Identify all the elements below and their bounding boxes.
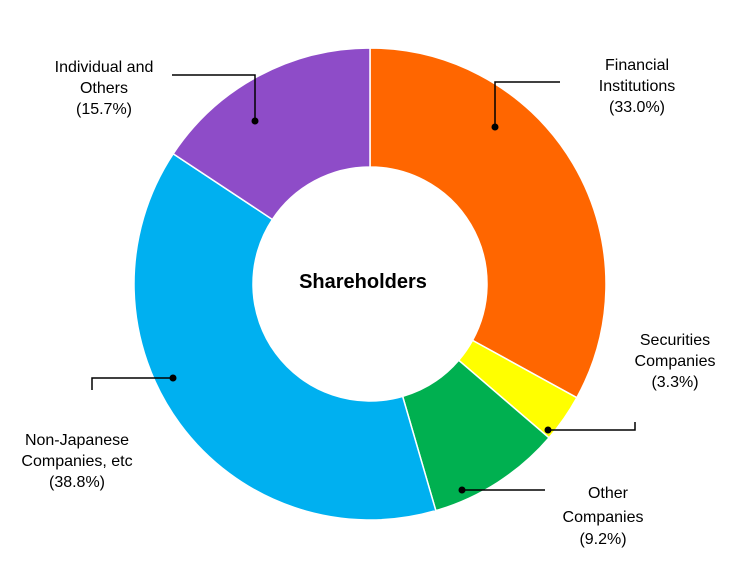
donut-slices	[133, 47, 607, 521]
slice-label-individual-and-others-line-1: Individual and	[55, 59, 154, 76]
slice-labels: Financial Institutions (33.0%) Securities Co…	[21, 57, 715, 548]
leader-lines	[91, 74, 636, 494]
leader-dot-non-japanese-companies-etc	[169, 374, 177, 382]
slice-label-financial-institutions-line-1: Financial	[605, 57, 669, 74]
leader-line-financial-institutions	[494, 81, 560, 127]
slice-value-individual-and-others: (15.7%)	[76, 101, 132, 118]
slice-label-non-japanese-companies-etc-line-2: Companies, etc	[21, 453, 132, 470]
leader-dot-individual-and-others	[251, 117, 259, 125]
slice-label-securities-companies-line-2: Companies	[635, 353, 716, 370]
slice-label-individual-and-others-line-2: Others	[80, 80, 128, 97]
leader-line-non-japanese-companies-etc	[91, 377, 173, 390]
center-title: Shareholders	[299, 271, 427, 293]
leader-line-individual-and-others	[172, 74, 256, 121]
leader-dot-securities-companies	[544, 426, 552, 434]
slice-value-securities-companies: (3.3%)	[651, 374, 698, 391]
leader-dot-other-companies	[458, 486, 466, 494]
leader-line-securities-companies	[548, 422, 636, 431]
donut-hole	[253, 167, 487, 401]
slice-financial-institutions	[369, 47, 607, 399]
slice-value-financial-institutions: (33.0%)	[609, 99, 665, 116]
slice-label-other-companies-line-2: Companies	[563, 509, 644, 526]
slice-value-other-companies: (9.2%)	[579, 531, 626, 548]
slice-label-financial-institutions-line-2: Institutions	[599, 78, 675, 95]
slice-label-non-japanese-companies-etc-line-1: Non-Japanese	[25, 432, 129, 449]
slice-label-securities-companies-line-1: Securities	[640, 332, 710, 349]
slice-value-non-japanese-companies-etc: (38.8%)	[49, 474, 105, 491]
leader-dot-financial-institutions	[491, 123, 499, 131]
slice-label-other-companies-line-1: Other	[588, 485, 629, 502]
